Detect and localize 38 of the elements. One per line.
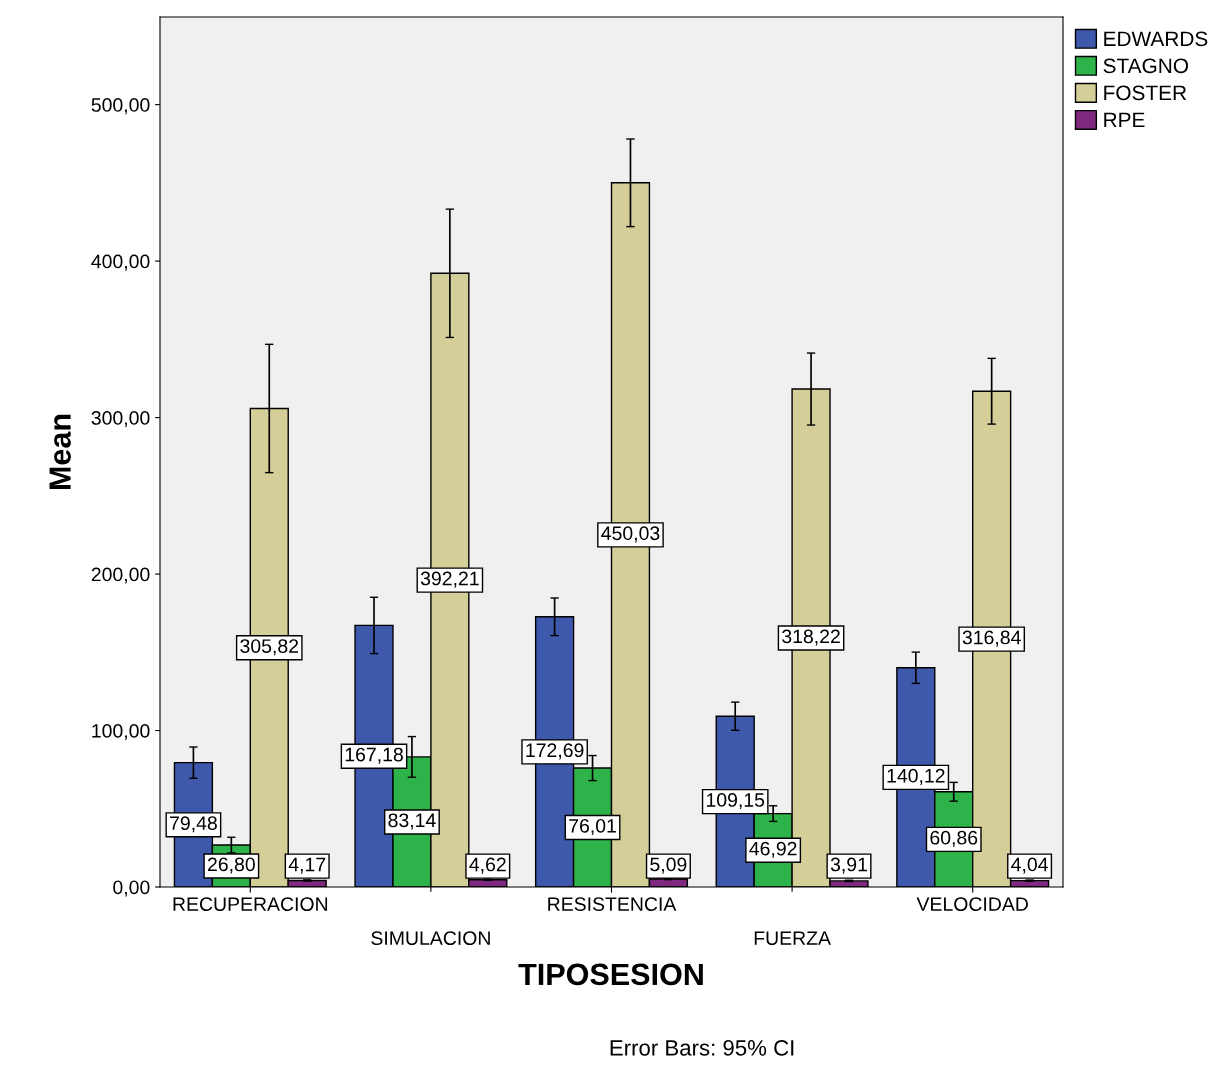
x-tick-label: SIMULACION [371,931,490,946]
data-label: 26,80 [207,857,255,874]
data-label: 316,84 [962,630,1021,647]
data-label: 4,04 [1011,857,1048,874]
data-label: 318,22 [782,629,840,646]
y-tick-label: 100,00 [92,723,150,741]
data-label: 450,03 [601,526,660,543]
data-label: 305,82 [240,639,299,656]
data-label: 46,92 [749,841,797,858]
legend-label: STAGNO [1103,58,1189,74]
data-label: 76,01 [569,818,616,836]
legend-label: RPE [1104,112,1145,128]
data-label: 5,09 [650,857,687,874]
data-label: 109,15 [706,793,765,810]
data-label: 4,62 [469,857,506,874]
y-tick-label: 400,00 [91,254,150,271]
y-axis-title: Mean [49,414,71,490]
x-tick-label: RESISTENCIA [548,897,677,911]
text: Error Bars: 95% CI [610,1040,794,1056]
x-tick-label: RECUPERACION [173,897,328,911]
legend-label: EDWARDS [1104,31,1208,47]
y-tick-label: 300,00 [91,411,150,428]
data-label: 392,21 [420,571,479,588]
data-label: 167,18 [345,747,403,764]
data-label: 60,86 [930,830,978,847]
data-label: 172,69 [526,743,584,760]
data-label: 4,17 [288,857,326,874]
data-label: 3,91 [830,857,867,874]
x-tick-label: FUERZA [754,931,831,946]
x-axis-title: TIPOSESION [518,963,703,986]
legend-label: FOSTER [1104,85,1187,101]
data-label: 140,12 [887,768,945,785]
y-tick-label: 0,00 [113,880,150,897]
data-label: 83,14 [388,813,436,830]
y-tick-label: 200,00 [91,567,150,584]
x-tick-label: VELOCIDAD [916,897,1028,911]
data-label: 79,48 [170,816,217,833]
y-tick-label: 500,00 [91,98,150,115]
